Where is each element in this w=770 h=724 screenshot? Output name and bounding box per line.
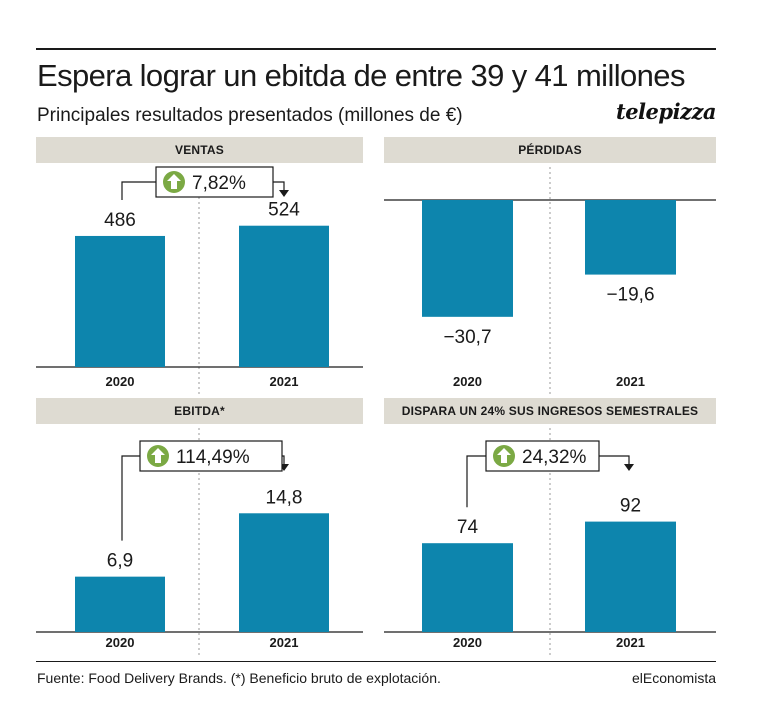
ingresos-bracket-left xyxy=(466,455,486,508)
page-title: Espera lograr un ebitda de entre 39 y 41… xyxy=(37,58,685,93)
ebitda-header: EBITDA* xyxy=(36,398,363,424)
ventas-plot: 486 2020 524 2021 7,82% xyxy=(36,166,363,395)
ingresos-semestrales-chart: DISPARA UN 24% SUS INGRESOS SEMESTRALES … xyxy=(384,398,716,656)
ventas-bracket-right xyxy=(273,181,285,190)
perdidas-value-label-2020: −30,7 xyxy=(443,327,491,348)
ingresos-bracket-right xyxy=(599,455,630,464)
ventas-category-label-2021: 2021 xyxy=(270,374,299,389)
ingresos-semestrales-header: DISPARA UN 24% SUS INGRESOS SEMESTRALES xyxy=(384,398,716,424)
ventas-bracket-left xyxy=(121,181,156,200)
ebitda-category-label-2021: 2021 xyxy=(270,635,299,650)
ventas-value-label-2020: 486 xyxy=(104,210,136,231)
perdidas-chart: PÉRDIDAS −30,7 2020 −19,6 2021 xyxy=(384,137,716,395)
bottom-rule xyxy=(36,661,716,662)
ingresos-semestrales-plot: 74 2020 92 2021 24,32% xyxy=(384,428,716,656)
ingresos-bar-2020 xyxy=(422,543,513,632)
ebitda-bar-2020 xyxy=(75,576,165,632)
source-note: Fuente: Food Delivery Brands. (*) Benefi… xyxy=(37,670,441,686)
top-rule xyxy=(36,48,716,50)
telepizza-logo: telepizza xyxy=(616,99,717,124)
perdidas-bar-2021 xyxy=(585,200,676,275)
ebitda-value-label-2020: 6,9 xyxy=(107,551,133,572)
ventas-bar-2021 xyxy=(239,225,329,367)
ventas-down-arrow-icon xyxy=(279,190,289,197)
publisher-credit: elEconomista xyxy=(631,670,716,686)
ebitda-category-label-2020: 2020 xyxy=(106,635,135,650)
ingresos-down-arrow-icon xyxy=(624,464,634,471)
perdidas-value-label-2021: −19,6 xyxy=(606,285,654,306)
ventas-header: VENTAS xyxy=(36,137,363,163)
ebitda-up-arrow-icon xyxy=(151,448,165,463)
ventas-chart: VENTAS 486 2020 524 2021 7,82% xyxy=(36,137,363,395)
perdidas-plot: −30,7 2020 −19,6 2021 xyxy=(384,167,716,395)
ventas-bar-2020 xyxy=(75,235,165,367)
ventas-value-label-2021: 524 xyxy=(268,200,300,221)
ingresos-bar-2021 xyxy=(585,521,676,632)
ventas-change-label: 7,82% xyxy=(192,173,246,194)
perdidas-header: PÉRDIDAS xyxy=(384,137,716,163)
ventas-category-label-2020: 2020 xyxy=(106,374,135,389)
ingresos-category-label-2021: 2021 xyxy=(616,635,645,650)
ingresos-value-label-2020: 74 xyxy=(457,517,479,538)
ebitda-plot: 6,9 2020 14,8 2021 114,49% xyxy=(36,428,363,656)
perdidas-bar-2020 xyxy=(422,200,513,317)
ebitda-change-label: 114,49% xyxy=(176,447,250,468)
ebitda-bar-2021 xyxy=(239,513,329,632)
ebitda-bracket-left xyxy=(121,455,140,541)
ingresos-up-arrow-icon xyxy=(497,448,511,463)
ebitda-value-label-2021: 14,8 xyxy=(266,487,303,508)
perdidas-category-label-2020: 2020 xyxy=(453,374,482,389)
perdidas-category-label-2021: 2021 xyxy=(616,374,645,389)
ingresos-category-label-2020: 2020 xyxy=(453,635,482,650)
page-subtitle: Principales resultados presentados (mill… xyxy=(37,105,463,126)
ingresos-change-label: 24,32% xyxy=(522,447,587,468)
ebitda-bracket-right xyxy=(282,455,285,464)
ingresos-value-label-2021: 92 xyxy=(620,496,641,517)
ventas-up-arrow-icon xyxy=(167,174,181,189)
ebitda-chart: EBITDA* 6,9 2020 14,8 2021 114,49% xyxy=(36,398,363,656)
